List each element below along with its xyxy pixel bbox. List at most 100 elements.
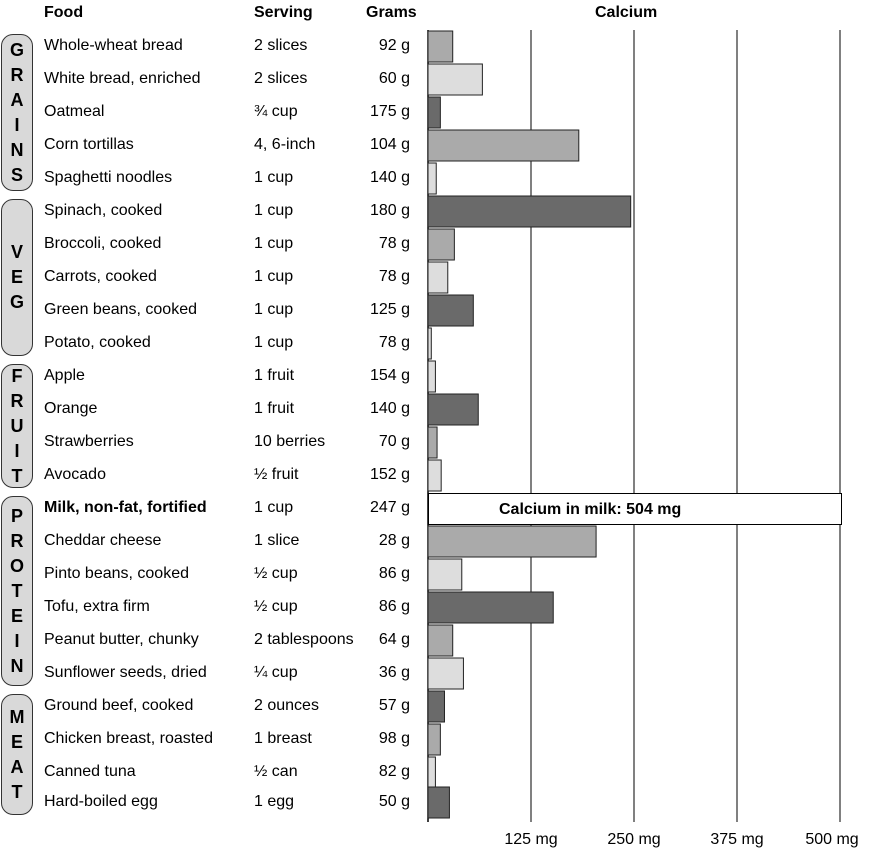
grams-cell: 180 g <box>369 202 410 219</box>
serving-cell: ½ cup <box>254 598 298 615</box>
food-cell: Peanut butter, chunky <box>44 631 199 648</box>
group-letter: A <box>10 756 24 777</box>
bar <box>427 360 436 393</box>
table-row: Avocado ½ fruit 152 g <box>0 459 420 492</box>
grams-cell: 125 g <box>369 301 410 318</box>
grams-cell: 28 g <box>378 532 410 549</box>
serving-cell: 1 cup <box>254 169 294 186</box>
grams-cell: 60 g <box>378 70 410 87</box>
group-letter: R <box>10 530 24 551</box>
food-cell: Whole-wheat bread <box>44 37 183 54</box>
group-letter: E <box>10 731 23 752</box>
food-cell: Hard-boiled egg <box>44 793 158 810</box>
group-letter: I <box>14 114 20 135</box>
grams-cell: 78 g <box>378 334 410 351</box>
milk-calcium-callout: Calcium in milk: 504 mg <box>428 493 842 525</box>
food-cell: Apple <box>44 367 85 384</box>
table-row: Cheddar cheese 1 slice 28 g <box>0 525 420 558</box>
table-row: White bread, enriched 2 slices 60 g <box>0 63 420 96</box>
serving-cell: 1 cup <box>254 334 294 351</box>
food-cell: Pinto beans, cooked <box>44 565 189 582</box>
x-tick-label: 500 mg <box>805 831 859 848</box>
serving-cell: ½ fruit <box>254 466 299 483</box>
serving-cell: 10 berries <box>254 433 326 450</box>
food-cell: Carrots, cooked <box>44 268 157 285</box>
group-letter: P <box>10 505 23 526</box>
food-cell: Spaghetti noodles <box>44 169 173 186</box>
group-letter: U <box>10 415 24 436</box>
group-letter: T <box>11 580 23 601</box>
group-letter: A <box>10 89 24 110</box>
serving-cell: ½ can <box>254 763 298 780</box>
bar <box>427 591 554 624</box>
group-letter: R <box>10 390 24 411</box>
grams-cell: 175 g <box>369 103 410 120</box>
table-row: Hard-boiled egg 1 egg 50 g <box>0 786 420 819</box>
group-letter: N <box>10 139 24 160</box>
bar <box>427 30 454 63</box>
serving-cell: 2 ounces <box>254 697 319 714</box>
table-row: Apple 1 fruit 154 g <box>0 360 420 393</box>
food-cell: Canned tuna <box>44 763 136 780</box>
serving-cell: 2 slices <box>254 70 308 87</box>
serving-cell: 1 slice <box>254 532 300 549</box>
table-row: Sunflower seeds, dried ¼ cup 36 g <box>0 657 420 690</box>
group-letter: I <box>14 440 20 461</box>
grams-cell: 140 g <box>369 400 410 417</box>
food-cell: Tofu, extra firm <box>44 598 150 615</box>
table-row: Chicken breast, roasted 1 breast 98 g <box>0 723 420 756</box>
food-cell: Spinach, cooked <box>44 202 163 219</box>
group-letter: T <box>11 465 23 486</box>
calcium-column-header: Calcium <box>595 4 658 21</box>
milk-calcium-label: Calcium in milk: 504 mg <box>499 501 682 518</box>
group-letter: M <box>9 706 25 727</box>
grams-cell: 70 g <box>378 433 410 450</box>
grams-cell: 64 g <box>378 631 410 648</box>
bar <box>427 327 432 360</box>
serving-cell: 1 fruit <box>254 367 295 384</box>
grams-cell: 247 g <box>369 499 410 516</box>
table-row: Spaghetti noodles 1 cup 140 g <box>0 162 420 195</box>
bar <box>427 690 445 723</box>
food-cell: Cheddar cheese <box>44 532 162 549</box>
serving-cell: 1 cup <box>254 499 294 516</box>
serving-cell: 2 slices <box>254 37 308 54</box>
grams-cell: 104 g <box>369 136 410 153</box>
group-letter: R <box>10 64 24 85</box>
group-letter: I <box>14 630 20 651</box>
serving-column-header: Serving <box>254 4 313 21</box>
bar <box>427 261 449 294</box>
bar <box>427 525 597 558</box>
grams-cell: 57 g <box>378 697 410 714</box>
group-letter: E <box>10 605 23 626</box>
bar <box>427 129 580 162</box>
table-row: Broccoli, cooked 1 cup 78 g <box>0 228 420 261</box>
grams-cell: 154 g <box>369 367 410 384</box>
group-letter: G <box>9 39 24 60</box>
bar <box>427 756 436 789</box>
food-cell: Orange <box>44 400 98 417</box>
table-row: Corn tortillas 4, 6-inch 104 g <box>0 129 420 162</box>
grams-cell: 50 g <box>378 793 410 810</box>
food-cell: White bread, enriched <box>44 70 201 87</box>
bar <box>427 624 454 657</box>
grams-column-header: Grams <box>366 4 417 21</box>
serving-cell: 2 tablespoons <box>254 631 354 648</box>
serving-cell: 1 cup <box>254 235 294 252</box>
bar <box>427 195 632 228</box>
x-tick-label: 375 mg <box>710 831 764 848</box>
group-letter: N <box>10 655 24 676</box>
serving-cell: 1 cup <box>254 202 294 219</box>
table-row: Green beans, cooked 1 cup 125 g <box>0 294 420 327</box>
bar <box>427 63 483 96</box>
table-row: Tofu, extra firm ½ cup 86 g <box>0 591 420 624</box>
x-tick-label: 125 mg <box>504 831 558 848</box>
serving-cell: ¼ cup <box>254 664 298 681</box>
table-row: Spinach, cooked 1 cup 180 g <box>0 195 420 228</box>
bar <box>427 558 463 591</box>
food-cell: Potato, cooked <box>44 334 151 351</box>
table-row: Potato, cooked 1 cup 78 g <box>0 327 420 360</box>
serving-cell: 1 egg <box>254 793 295 810</box>
